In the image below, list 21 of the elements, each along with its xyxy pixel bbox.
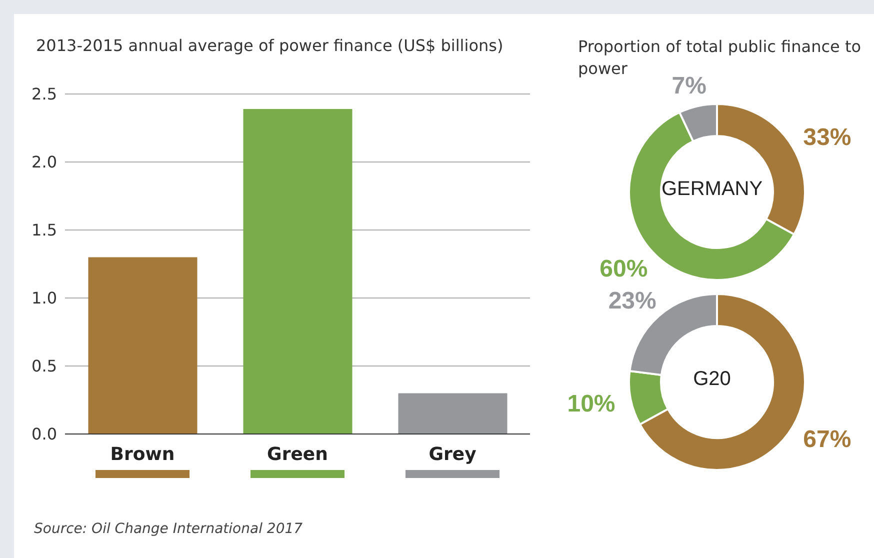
data-label: 10% [567, 390, 616, 418]
y-tick-label: 0.5 [32, 356, 57, 376]
data-label: 67% [803, 426, 852, 453]
chart-title: 2013-2015 annual average of power finance (US$ billions) [36, 36, 504, 55]
source-note: Source: Oil Change International 2017 [34, 521, 303, 537]
text: GERMANY [661, 178, 763, 200]
y-tick-label: 1.0 [32, 288, 57, 308]
bar [398, 393, 508, 434]
x-tick-label: Green [267, 444, 328, 465]
data-label: 33% [803, 124, 852, 152]
x-tick-label: Grey [428, 444, 477, 465]
y-tick-label: 2.5 [32, 84, 57, 104]
text: G20 [693, 368, 731, 390]
y-tick-label: 0.0 [32, 424, 57, 444]
data-label: 60% [600, 255, 648, 282]
x-tick-label: Brown [110, 444, 175, 465]
bar [243, 108, 352, 434]
y-tick-label: 2.0 [32, 152, 57, 172]
bar [88, 257, 198, 434]
y-tick-label: 1.5 [32, 220, 57, 240]
data-label: 23% [608, 287, 656, 314]
